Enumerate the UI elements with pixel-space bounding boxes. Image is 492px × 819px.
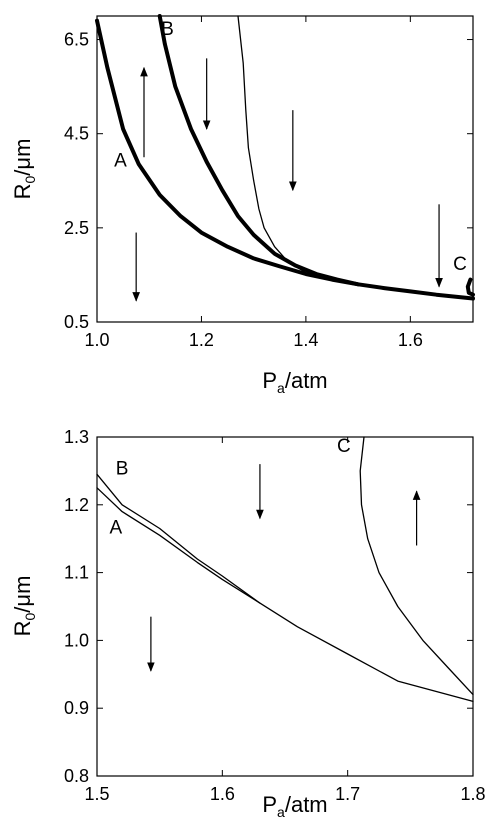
x-tick-label: 1.7 (335, 784, 360, 804)
top-arrows (132, 58, 443, 302)
series-line-B-1 (96, 473, 261, 604)
top-series (95, 14, 475, 301)
top-panel: 1.0 1.2 1.4 1.6 0.5 2.5 4.5 6.5 A B C Pa/atm R0/μ… (10, 14, 475, 396)
curve-label-C: C (337, 436, 351, 457)
y-tick-label: 1.2 (64, 495, 89, 515)
series-line-C-2 (359, 436, 474, 696)
x-tick-label: 1.6 (398, 330, 423, 350)
x-tick-label: 1.4 (293, 330, 318, 350)
bottom-panel: 1.5 1.6 1.7 1.8 0.8 0.9 1.0 1.1 1.2 1.3 B A C Pa/at… (10, 427, 486, 819)
x-tick-label: 1.5 (84, 784, 109, 804)
y-tick-label: 1.0 (64, 630, 89, 650)
series-line-unlabeled-2 (237, 15, 307, 274)
y-tick-label: 1.1 (64, 563, 89, 583)
x-tick-label: 1.6 (210, 784, 235, 804)
bottom-ticks: 1.5 1.6 1.7 1.8 0.8 0.9 1.0 1.1 1.2 1.3 (64, 427, 486, 804)
series-line-A-0 (96, 487, 474, 703)
series-line-C-3 (465, 277, 475, 297)
bottom-series (96, 436, 474, 703)
curve-label-B: B (116, 458, 129, 479)
x-tick-label: 1.0 (84, 330, 109, 350)
top-curve-labels: A B C (114, 19, 467, 275)
y-tick-label: 0.9 (64, 698, 89, 718)
series-line-A-0 (95, 18, 475, 301)
y-tick-label: 0.8 (64, 766, 89, 786)
curve-label-C: C (453, 254, 467, 275)
bottom-arrows (147, 464, 421, 672)
series-line-B-1 (157, 14, 361, 287)
x-tick-label: 1.8 (460, 784, 485, 804)
top-plot-frame (96, 15, 474, 323)
y-tick-label: 0.5 (64, 312, 89, 332)
curve-label-B: B (161, 19, 174, 40)
bottom-curve-labels: B A C (109, 436, 350, 538)
y-tick-label: 2.5 (64, 218, 89, 238)
x-tick-label: 1.2 (189, 330, 214, 350)
bottom-y-axis-label: R0/μm (10, 576, 38, 637)
y-tick-label: 1.3 (64, 427, 89, 447)
curve-label-A: A (114, 151, 127, 172)
y-tick-label: 4.5 (64, 124, 89, 144)
top-ticks: 1.0 1.2 1.4 1.6 0.5 2.5 4.5 6.5 (64, 16, 473, 350)
curve-label-A: A (109, 517, 122, 538)
top-x-axis-label: Pa/atm (262, 368, 327, 396)
bottom-x-axis-label: Pa/atm (262, 792, 327, 819)
y-tick-label: 6.5 (64, 30, 89, 50)
top-y-axis-label: R0/μm (10, 139, 38, 200)
bottom-plot-frame (96, 436, 474, 777)
